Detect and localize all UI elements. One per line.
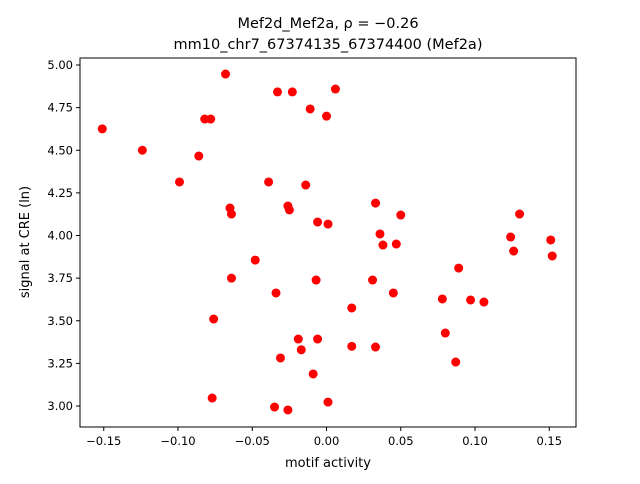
data-point (250, 255, 260, 265)
x-tick-label: 0.00 (314, 434, 340, 448)
data-point (515, 209, 525, 219)
data-point (347, 341, 357, 351)
data-point (323, 397, 333, 407)
data-point (371, 198, 381, 208)
y-tick-label: 3.25 (47, 356, 73, 370)
data-point (506, 232, 516, 242)
y-axis-ticks: 3.00 3.25 3.50 3.75 4.00 4.25 4.50 4.75 5.00 (47, 58, 80, 413)
data-point (275, 353, 285, 363)
data-point (273, 87, 283, 97)
x-axis-ticks: −0.15 −0.10 −0.05 0.00 0.05 0.10 0.15 (86, 427, 562, 448)
data-point (509, 246, 519, 256)
x-tick-label: −0.15 (86, 434, 121, 448)
y-tick-label: 4.75 (47, 101, 73, 115)
data-point (440, 328, 450, 338)
data-point (388, 288, 398, 298)
data-point (206, 114, 216, 124)
data-point (313, 334, 323, 344)
y-tick-label: 3.00 (47, 399, 73, 413)
chart-title-line1: Mef2d_Mef2a, ρ = −0.26 (237, 16, 418, 32)
data-point (271, 288, 281, 298)
data-point (391, 239, 401, 249)
data-point (323, 219, 333, 229)
data-point (313, 217, 323, 227)
data-point (466, 295, 476, 305)
y-tick-label: 4.50 (47, 143, 73, 157)
data-point (375, 229, 385, 239)
data-point (396, 210, 406, 220)
y-tick-label: 3.50 (47, 314, 73, 328)
data-point (308, 369, 318, 379)
data-point (194, 151, 204, 161)
data-point (226, 273, 236, 283)
data-points (97, 69, 557, 415)
y-tick-label: 4.00 (47, 229, 73, 243)
data-point (547, 251, 557, 261)
x-tick-label: −0.10 (160, 434, 195, 448)
data-point (287, 87, 297, 97)
data-point (174, 177, 184, 187)
x-tick-label: 0.15 (536, 434, 562, 448)
data-point (137, 145, 147, 155)
chart-title-line2: mm10_chr7_67374135_67374400 (Mef2a) (174, 37, 483, 53)
data-point (293, 334, 303, 344)
y-axis-label: signal at CRE (ln) (18, 186, 33, 298)
data-point (371, 342, 381, 352)
data-point (221, 69, 231, 79)
data-point (311, 275, 321, 285)
data-point (209, 314, 219, 324)
y-tick-label: 4.25 (47, 186, 73, 200)
data-point (283, 405, 293, 415)
data-point (264, 177, 274, 187)
data-point (546, 235, 556, 245)
x-axis-label: motif activity (285, 456, 371, 471)
data-point (479, 297, 489, 307)
data-point (322, 111, 332, 121)
data-point (347, 303, 357, 313)
data-point (368, 275, 378, 285)
data-point (301, 180, 311, 190)
data-point (454, 263, 464, 273)
x-tick-label: −0.05 (235, 434, 270, 448)
data-point (305, 104, 315, 114)
data-point (451, 357, 461, 367)
data-point (296, 345, 306, 355)
plot-frame (79, 57, 577, 428)
data-point (284, 205, 294, 215)
data-point (207, 393, 217, 403)
x-tick-label: 0.10 (462, 434, 488, 448)
data-point (97, 124, 107, 134)
data-point (378, 240, 388, 250)
data-point (270, 402, 280, 412)
y-tick-label: 5.00 (47, 58, 73, 72)
y-tick-label: 3.75 (47, 271, 73, 285)
data-point (330, 84, 340, 94)
data-point (226, 209, 236, 219)
data-point (437, 294, 447, 304)
x-tick-label: 0.05 (388, 434, 414, 448)
